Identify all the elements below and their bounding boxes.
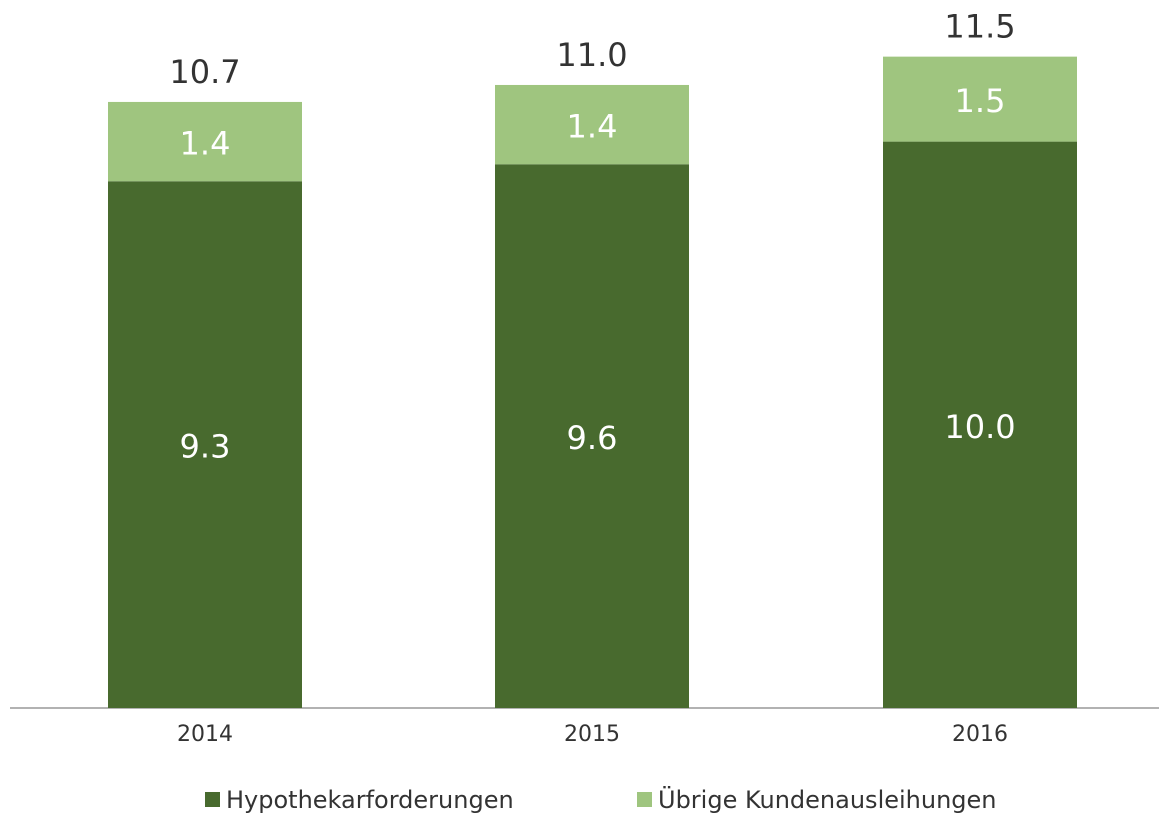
data-label: 1.4	[180, 125, 231, 163]
data-label: 1.5	[955, 82, 1006, 120]
data-label: 10.0	[944, 408, 1015, 446]
data-label: 9.6	[567, 419, 618, 457]
legend-label: Hypothekarforderungen	[226, 786, 514, 814]
legend-swatch	[637, 792, 652, 807]
x-tick-label: 2014	[177, 722, 233, 747]
total-label: 11.5	[944, 8, 1015, 46]
total-label: 11.0	[556, 36, 627, 74]
data-label: 1.4	[567, 108, 618, 146]
legend-swatch	[205, 792, 220, 807]
bar-segment	[883, 56, 1077, 142]
bar-segment	[108, 181, 302, 709]
bar-segment	[108, 101, 302, 182]
bar-segment	[495, 164, 689, 709]
x-tick-label: 2015	[564, 722, 620, 747]
legend-label: Übrige Kundenausleihungen	[658, 785, 997, 814]
data-label: 9.3	[180, 428, 231, 466]
bar-segment	[883, 141, 1077, 709]
x-tick-label: 2016	[952, 722, 1008, 747]
bar-segment	[495, 84, 689, 165]
total-label: 10.7	[169, 53, 240, 91]
